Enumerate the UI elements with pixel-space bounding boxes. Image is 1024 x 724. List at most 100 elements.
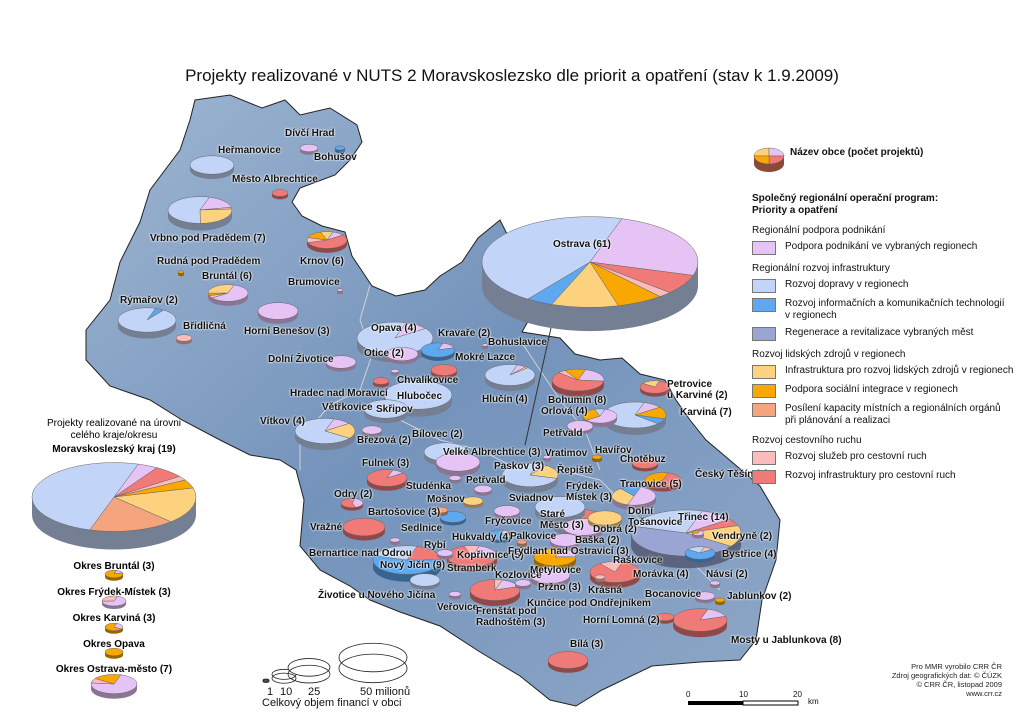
city-label: Bocanovice	[645, 589, 702, 600]
city-28-pie	[366, 469, 408, 491]
city-label: Heřmanovice	[218, 145, 281, 156]
city-label: Bernartice nad Odrou	[309, 548, 412, 559]
pie-slice-pp	[694, 591, 716, 601]
city-label: Sviadnov	[509, 493, 554, 504]
pie-slice-pp	[471, 545, 498, 560]
pie-slice-icr	[547, 651, 589, 669]
scale-tick-0: 0	[686, 690, 691, 699]
city-16-pie	[430, 364, 458, 379]
pie-slice-pp	[577, 369, 605, 382]
pie-slice-dop	[484, 364, 536, 386]
city-74-pie	[644, 472, 682, 492]
city-label: Petřvald	[543, 428, 583, 439]
district-2-pie	[101, 595, 127, 610]
pie-slice-infr	[320, 231, 334, 241]
district-label: Okres Bruntál (3)	[73, 561, 155, 572]
city-48-pie	[529, 566, 571, 588]
pie-slice-soc	[177, 270, 185, 274]
pie-slice-pp	[299, 143, 319, 153]
city-label: Frenštát pod Radhoštěm (3)	[476, 606, 546, 628]
city-label: Havířov	[595, 445, 632, 456]
city-label: Dolní Tošanovice	[628, 506, 683, 528]
legend-item-label: Podpora podnikání ve vybraných regionech	[785, 241, 978, 252]
pie-slice-sl	[175, 334, 193, 342]
city-label: Třinec (14)	[678, 512, 729, 523]
pie-slice-dop	[31, 462, 139, 531]
pie-slice-pp	[390, 369, 400, 373]
pie-slice-ict	[372, 555, 442, 575]
city-label: Vratimov	[545, 448, 588, 459]
city-label: Mošnov	[427, 494, 465, 505]
legend-item-label: Rozvoj infrastruktury pro cestovní ruch	[785, 470, 956, 481]
legend-group-title: Rozvoj lidských zdrojů v regionech	[752, 349, 906, 360]
scale-bar	[688, 700, 799, 706]
pie-slice-soc	[644, 472, 669, 485]
pie-slice-pos	[516, 539, 528, 545]
city-14-pie	[420, 342, 456, 361]
district-1-pie	[104, 569, 124, 581]
legend-item-label: Posílení kapacity místních a regionálníc…	[785, 403, 1001, 426]
city-11-pie	[257, 302, 299, 324]
city-17-pie	[325, 355, 357, 372]
city-15-pie	[481, 343, 489, 350]
city-label: Kopřivnice (5)	[457, 550, 524, 561]
district-5-pie	[90, 674, 138, 699]
size-legend	[262, 642, 408, 684]
city-label: Petrovice u Karviné (2)	[667, 379, 728, 401]
pie-slice-pp	[473, 484, 493, 494]
pie-slice-sl	[494, 579, 503, 591]
pie-slice-pp	[585, 408, 618, 424]
city-label: Nový Jičín (9)	[380, 560, 446, 571]
pie-slice-pp	[589, 218, 699, 276]
city-57-pie	[587, 510, 623, 529]
city-32-pie	[462, 496, 484, 509]
pie-slice-sl	[463, 545, 480, 557]
scale-unit: km	[808, 697, 819, 706]
city-27-pie	[435, 452, 481, 477]
pie-slice-icr	[366, 469, 408, 487]
pie-slice-ict	[620, 486, 641, 497]
city-label: Bílovec (2)	[412, 429, 463, 440]
pie-slice-pp	[542, 455, 552, 459]
pie-slice-pp	[325, 355, 357, 369]
city-label: Dívčí Hrad	[285, 128, 335, 139]
pie-slice-pp	[257, 302, 299, 320]
district-label: Okres Karviná (3)	[72, 613, 156, 624]
pie-slice-infr	[611, 488, 635, 506]
pie-slice-icr	[655, 612, 675, 622]
city-label: Vítkov (4)	[260, 416, 306, 427]
district-3-pie	[104, 622, 124, 634]
city-label: Bartošovice (3)	[368, 507, 441, 518]
city-60-pie	[594, 574, 606, 583]
city-65-pie	[547, 651, 589, 673]
pie-slice-ict	[420, 342, 456, 358]
city-label: Bílá (3)	[570, 639, 604, 650]
pie-slice-sl	[101, 595, 118, 602]
city-24-pie	[294, 418, 356, 451]
city-35-pie	[342, 517, 386, 541]
pie-slice-dop	[117, 307, 177, 333]
city-label: Mosty u Jablunkova (8)	[731, 635, 842, 646]
pie-slice-pp	[514, 579, 532, 587]
pie-slice-dop	[687, 546, 705, 554]
city-label: Fryčovice	[485, 516, 532, 527]
city-label: Hlučín (4)	[482, 394, 528, 405]
size-symbol	[287, 658, 331, 677]
legend-item-label: Podpora sociální integrace v regionech	[785, 384, 958, 395]
legend-swatch	[752, 241, 776, 255]
pie-slice-pp	[389, 537, 401, 543]
city-73-pie	[631, 457, 659, 472]
city-52-pie	[534, 496, 586, 523]
city-label: Karviná (7)	[680, 407, 732, 418]
credit-line: www.crr.cz	[966, 689, 1002, 698]
city-1-pie	[334, 145, 346, 154]
pie-slice-infr	[207, 284, 235, 294]
city-label: Chvalíkovice	[397, 375, 459, 386]
pie-slice-icr	[372, 377, 390, 385]
city-label: Baška (2)	[575, 535, 620, 546]
city-13-pie	[385, 347, 419, 365]
pie-slice-infr	[685, 525, 742, 547]
legend-item-icr: Rozvoj infrastruktury pro cestovní ruch	[752, 470, 1022, 484]
pie-slice-dop	[356, 321, 434, 355]
city-label: Vendryně (2)	[712, 531, 773, 542]
